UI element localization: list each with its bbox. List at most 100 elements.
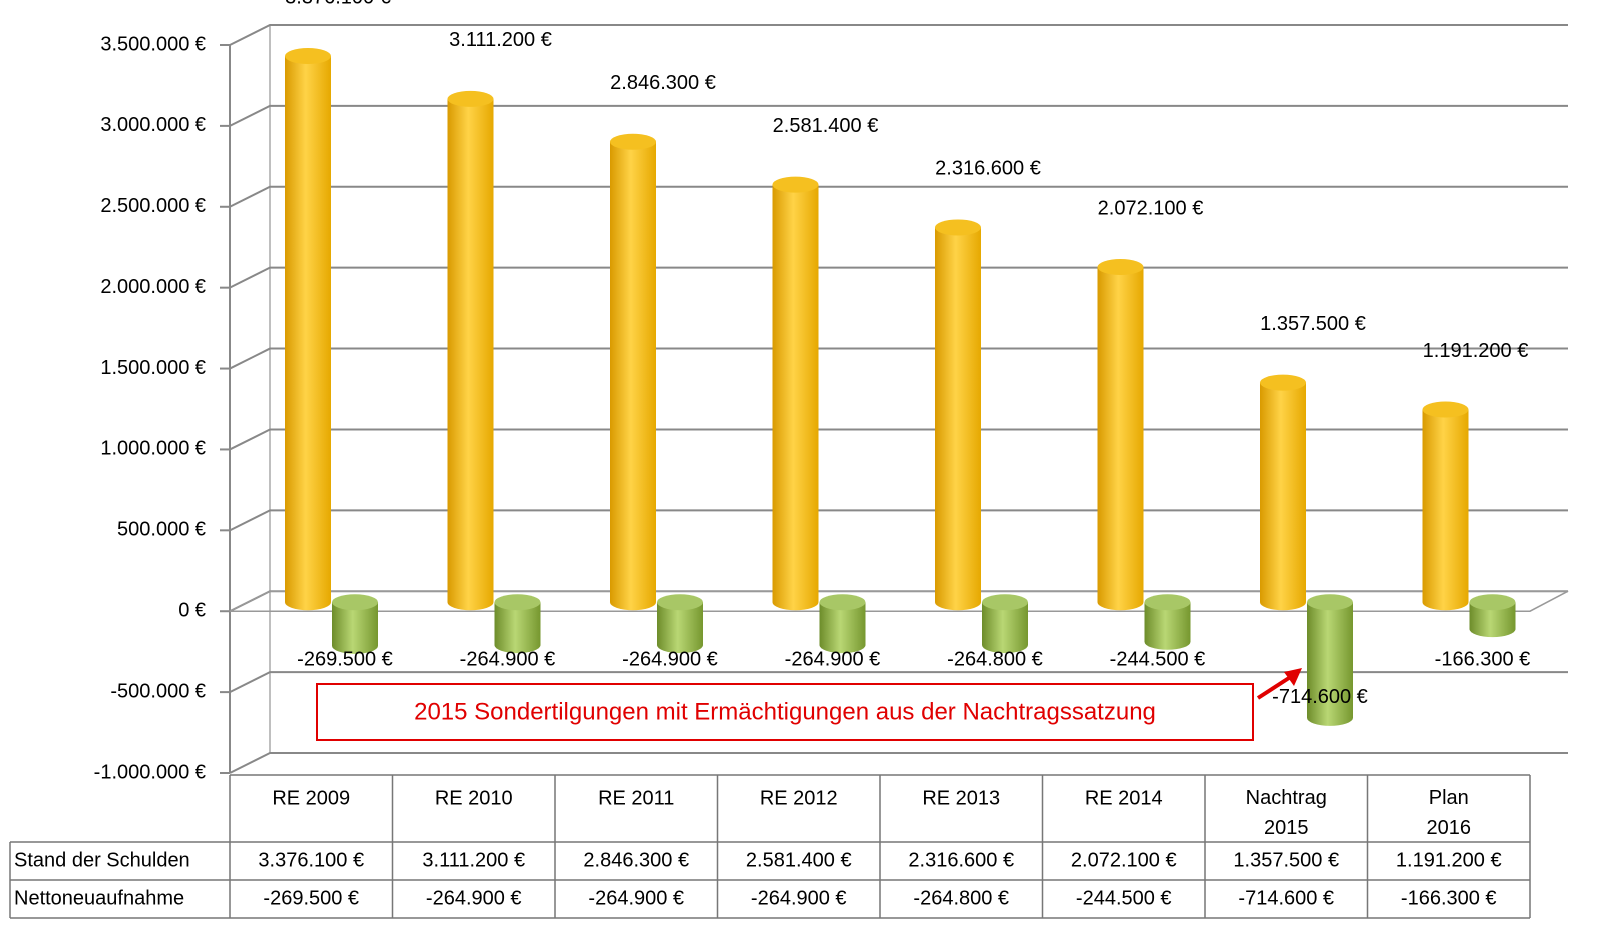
grid-line xyxy=(229,671,1568,694)
annotation: 2015 Sondertilgungen mit Ermächtigungen … xyxy=(414,698,1156,725)
table-value: -269.500 € xyxy=(263,887,359,909)
category-label: RE 2013 xyxy=(922,787,1000,809)
cylinder-bar xyxy=(1307,594,1353,726)
grid-line xyxy=(229,24,1568,46)
cylinder-bar xyxy=(494,594,541,654)
table-value: 2.316.600 € xyxy=(908,849,1014,871)
y-tick-label: 1.000.000 € xyxy=(100,438,206,460)
annotation-arrow xyxy=(1256,674,1294,700)
y-tick-label: 1.500.000 € xyxy=(100,357,206,379)
annotation-arrowhead xyxy=(1284,668,1302,686)
cylinder-bottom xyxy=(610,594,656,611)
cylinder-bar xyxy=(1422,401,1469,611)
grid-line xyxy=(229,104,1568,127)
data-label: -244.500 € xyxy=(1110,648,1206,670)
y-tick-label: 500.000 € xyxy=(117,519,206,541)
data-label: 3.111.200 € xyxy=(449,29,552,51)
cylinder-bottom xyxy=(494,637,541,654)
cylinder-body xyxy=(285,56,331,603)
cylinder-bar xyxy=(1144,594,1191,650)
cylinder-bar xyxy=(1097,259,1144,611)
cylinder-top xyxy=(1144,594,1191,611)
y-tick-label: 2.500.000 € xyxy=(100,195,206,217)
cylinder-bottom xyxy=(819,637,866,654)
table-value: 3.111.200 € xyxy=(422,849,525,871)
cylinder-top xyxy=(772,176,819,193)
y-tick-label: 3.000.000 € xyxy=(100,114,206,136)
data-label: -166.300 € xyxy=(1435,648,1531,670)
data-label: -264.800 € xyxy=(947,648,1043,670)
floor xyxy=(229,590,1569,612)
table-value: 2.072.100 € xyxy=(1071,849,1177,871)
data-label: -264.900 € xyxy=(460,648,556,670)
cylinder-top xyxy=(1469,594,1516,611)
cylinder-bar xyxy=(772,176,819,611)
cylinder-bottom xyxy=(772,594,819,611)
legend-label: Stand der Schulden xyxy=(14,849,190,871)
grid-line xyxy=(229,752,1568,774)
cylinder-body xyxy=(935,227,981,603)
category-label: Nachtrag 2015 xyxy=(1246,787,1327,839)
data-label: -714.600 € xyxy=(1272,686,1368,708)
cylinder-bar xyxy=(1469,594,1516,638)
cylinder-top xyxy=(1307,594,1353,611)
grid-line xyxy=(229,509,1568,532)
cylinder-bottom xyxy=(1422,594,1469,611)
table-value: 2.846.300 € xyxy=(583,849,689,871)
category-label: RE 2009 xyxy=(272,787,350,809)
y-tick-label: 3.500.000 € xyxy=(100,33,206,55)
legend-label: Nettoneuaufnahme xyxy=(14,887,184,909)
cylinder-body xyxy=(1422,409,1469,603)
cylinder-bar xyxy=(982,594,1028,654)
y-tick-label: 2.000.000 € xyxy=(100,276,206,298)
category-label: Plan 2016 xyxy=(1427,787,1472,839)
cylinder-bar xyxy=(285,48,331,611)
cylinder-top xyxy=(982,594,1028,611)
table-value: -264.900 € xyxy=(588,887,684,909)
table-value: 1.357.500 € xyxy=(1233,849,1339,871)
y-tick-label: 0 € xyxy=(178,600,206,622)
cylinder-bottom xyxy=(332,637,378,654)
cylinder-body xyxy=(1260,382,1306,603)
data-label: 2.581.400 € xyxy=(773,115,879,137)
cylinder-top xyxy=(1260,374,1306,391)
table-value: -264.800 € xyxy=(913,887,1009,909)
cylinder-bar xyxy=(1260,374,1306,611)
annotation-box xyxy=(316,683,1254,741)
data-label: -264.900 € xyxy=(622,648,718,670)
cylinder-bar xyxy=(935,219,981,611)
y-tick-label: -500.000 € xyxy=(110,680,206,702)
category-label: RE 2010 xyxy=(435,787,513,809)
data-label: 2.846.300 € xyxy=(610,72,716,94)
cylinder-top xyxy=(1422,401,1469,418)
category-label: RE 2014 xyxy=(1085,787,1163,809)
data-label: -264.900 € xyxy=(785,648,881,670)
cylinder-bar xyxy=(610,133,656,611)
cylinder-body xyxy=(610,141,656,603)
cylinder-bar xyxy=(819,594,866,654)
table-value: -264.900 € xyxy=(426,887,522,909)
cylinder-top xyxy=(935,219,981,236)
category-label: RE 2011 xyxy=(598,787,674,809)
cylinder-bottom xyxy=(1097,594,1144,611)
cylinder-bar xyxy=(332,594,378,654)
grid-line xyxy=(229,590,1568,613)
cylinder-bottom xyxy=(657,637,703,654)
cylinder-top xyxy=(1097,259,1144,276)
data-label: 2.316.600 € xyxy=(935,158,1041,180)
table-value: -244.500 € xyxy=(1076,887,1172,909)
category-label: RE 2012 xyxy=(760,787,838,809)
grid-line xyxy=(229,347,1568,370)
cylinder-bottom xyxy=(982,637,1028,654)
table-value: 3.376.100 € xyxy=(258,849,364,871)
cylinder-bottom xyxy=(285,594,331,611)
cylinder-bottom xyxy=(1144,633,1191,650)
cylinder-body xyxy=(1097,267,1144,603)
data-label: 3.376.100 € xyxy=(285,0,391,8)
cylinder-top xyxy=(610,133,656,150)
cylinder-bottom xyxy=(1469,621,1516,638)
data-label: 1.191.200 € xyxy=(1423,340,1529,362)
table-value: -714.600 € xyxy=(1238,887,1334,909)
cylinder-top xyxy=(494,594,541,611)
